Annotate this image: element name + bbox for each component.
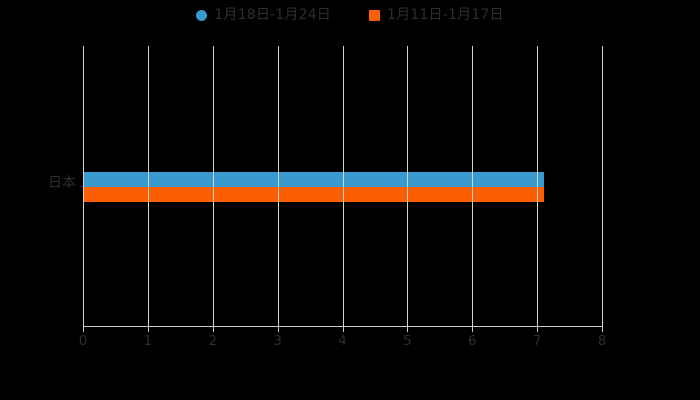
x-tick-label-4: 4 [338,334,347,349]
plot-area [83,46,603,326]
x-tick-label-1: 1 [143,334,153,349]
legend-item-series-0[interactable]: 1月18日-1月24日 [196,8,331,22]
x-axis-tick-4 [342,326,344,332]
x-tick-label-7: 7 [532,334,542,349]
legend-label-series-1: 1月11日-1月17日 [387,7,504,23]
x-tick-label-5: 5 [403,334,412,349]
x-axis-tick-8 [602,326,603,332]
x-axis-tick-5 [407,326,409,332]
x-axis-tick-1 [147,326,149,332]
x-axis-tick-3 [277,326,279,332]
gridline-6 [472,46,474,326]
x-axis-tick-6 [472,326,474,332]
x-tick-label-8: 8 [597,334,607,349]
gridline-2 [212,46,214,326]
y-axis-category-label: 日本 [48,175,76,191]
legend-label-series-0: 1月18日-1月24日 [214,7,331,23]
x-axis-tick-0 [83,326,84,332]
chart-legend: 1月18日-1月24日 1月11日-1月17日 [0,0,700,30]
gridline-1 [147,46,149,326]
gridline-0 [83,46,84,326]
x-tick-label-6: 6 [468,334,477,349]
x-axis-tick-7 [537,326,539,332]
legend-item-series-1[interactable]: 1月11日-1月17日 [369,8,504,22]
bar-series-1-japan[interactable] [83,187,544,202]
gridline-4 [342,46,344,326]
circle-marker-icon [196,9,208,21]
x-tick-label-3: 3 [273,334,282,349]
gridline-7 [537,46,539,326]
square-marker-icon [369,9,380,21]
x-axis-tick-2 [212,326,214,332]
gridline-3 [277,46,279,326]
x-tick-label-0: 0 [78,334,88,349]
gridline-8 [602,46,603,326]
gridline-5 [407,46,409,326]
x-tick-label-2: 2 [208,334,217,349]
bar-series-0-japan[interactable] [83,172,544,187]
